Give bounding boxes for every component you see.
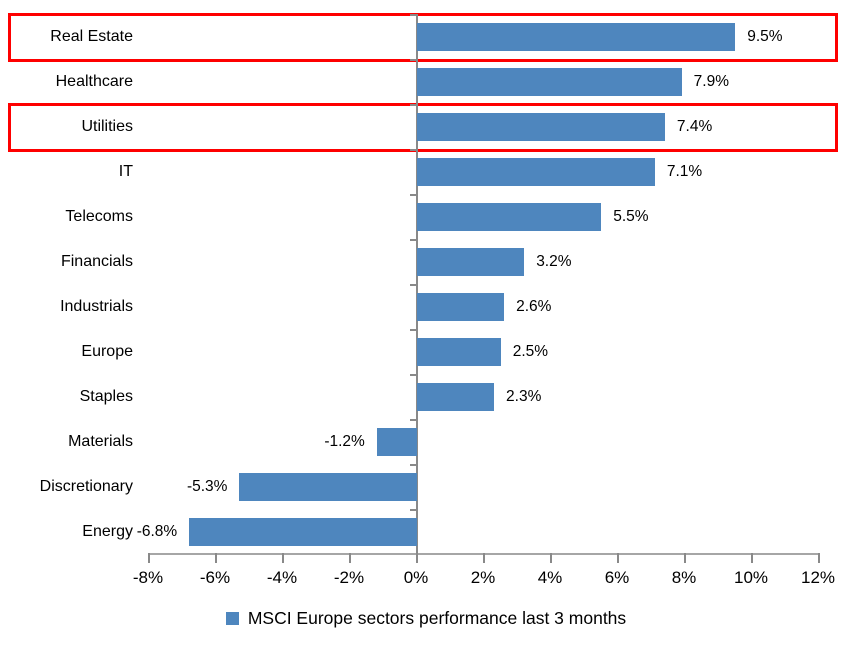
legend-label: MSCI Europe sectors performance last 3 m… bbox=[247, 608, 627, 628]
x-axis-tick-label: 8% bbox=[671, 568, 697, 587]
value-label: 7.1% bbox=[666, 162, 703, 180]
x-axis-tick bbox=[684, 553, 686, 563]
x-axis-tick-label: -4% bbox=[266, 568, 298, 587]
value-label: 7.9% bbox=[693, 72, 729, 90]
value-label: 5.5% bbox=[613, 207, 649, 225]
y-axis-category-tick bbox=[410, 59, 416, 61]
category-label: Staples bbox=[79, 387, 133, 405]
category-label: Materials bbox=[68, 432, 133, 450]
x-axis-tick bbox=[617, 553, 619, 563]
category-label: Energy bbox=[82, 522, 133, 540]
x-axis-tick bbox=[282, 553, 284, 563]
value-label: 2.3% bbox=[506, 387, 542, 405]
value-label: 2.5% bbox=[512, 342, 549, 360]
x-axis-tick bbox=[215, 553, 217, 563]
category-label: Healthcare bbox=[55, 72, 133, 90]
category-label: Industrials bbox=[60, 297, 133, 315]
bar bbox=[417, 22, 736, 51]
x-axis-tick-label: 12% bbox=[800, 568, 836, 587]
bar bbox=[417, 67, 682, 96]
y-axis-category-tick bbox=[410, 104, 416, 106]
y-axis-category-tick bbox=[410, 464, 416, 466]
legend-marker-square bbox=[225, 612, 239, 625]
y-axis-line bbox=[416, 14, 418, 563]
y-axis-category-tick bbox=[410, 329, 416, 331]
y-axis-category-tick bbox=[410, 149, 416, 151]
value-label: -6.8% bbox=[136, 522, 178, 540]
y-axis-category-tick bbox=[410, 239, 416, 241]
value-label: -5.3% bbox=[186, 477, 228, 495]
highlight-box-utilities bbox=[8, 103, 838, 152]
value-label: 7.4% bbox=[676, 117, 713, 135]
x-axis-tick bbox=[751, 553, 753, 563]
bar bbox=[189, 517, 417, 546]
x-axis-tick-label: 10% bbox=[733, 568, 769, 587]
category-label: Utilities bbox=[81, 117, 133, 135]
category-label: Telecoms bbox=[65, 207, 133, 225]
category-label: Europe bbox=[81, 342, 133, 360]
x-axis-tick bbox=[148, 553, 150, 563]
y-axis-category-tick bbox=[410, 14, 416, 16]
bar bbox=[417, 202, 602, 231]
y-axis-category-tick bbox=[410, 284, 416, 286]
x-axis-tick-label: -8% bbox=[132, 568, 164, 587]
category-label: Discretionary bbox=[39, 477, 133, 495]
category-label: IT bbox=[118, 162, 133, 180]
value-label: -1.2% bbox=[324, 432, 365, 450]
y-axis-category-tick bbox=[410, 194, 416, 196]
bar bbox=[417, 247, 525, 276]
category-label: Financials bbox=[60, 252, 133, 270]
bar bbox=[417, 112, 665, 141]
highlight-box-real-estate bbox=[8, 13, 838, 62]
value-label: 9.5% bbox=[747, 27, 783, 45]
x-axis-tick-label: -2% bbox=[333, 568, 365, 587]
x-axis-tick bbox=[550, 553, 552, 563]
x-axis-tick-label: 6% bbox=[604, 568, 630, 587]
legend: MSCI Europe sectors performance last 3 m… bbox=[0, 608, 852, 629]
x-axis-tick-label: -6% bbox=[199, 568, 231, 587]
x-axis-tick bbox=[416, 553, 418, 563]
bar bbox=[376, 427, 417, 456]
x-axis-tick-label: 4% bbox=[537, 568, 563, 587]
y-axis-category-tick bbox=[410, 419, 416, 421]
bar bbox=[239, 472, 417, 501]
x-axis-tick bbox=[818, 553, 820, 563]
y-axis-category-tick bbox=[410, 374, 416, 376]
x-axis-tick bbox=[349, 553, 351, 563]
bar bbox=[417, 157, 655, 186]
value-label: 3.2% bbox=[536, 252, 572, 270]
category-label: Real Estate bbox=[50, 27, 133, 45]
bar bbox=[417, 382, 495, 411]
x-axis-tick bbox=[483, 553, 485, 563]
bar bbox=[417, 292, 505, 321]
bar bbox=[417, 337, 501, 366]
x-axis-tick-label: 0% bbox=[403, 568, 429, 587]
value-label: 2.6% bbox=[516, 297, 552, 315]
y-axis-category-tick bbox=[410, 509, 416, 511]
x-axis-tick-label: 2% bbox=[470, 568, 496, 587]
